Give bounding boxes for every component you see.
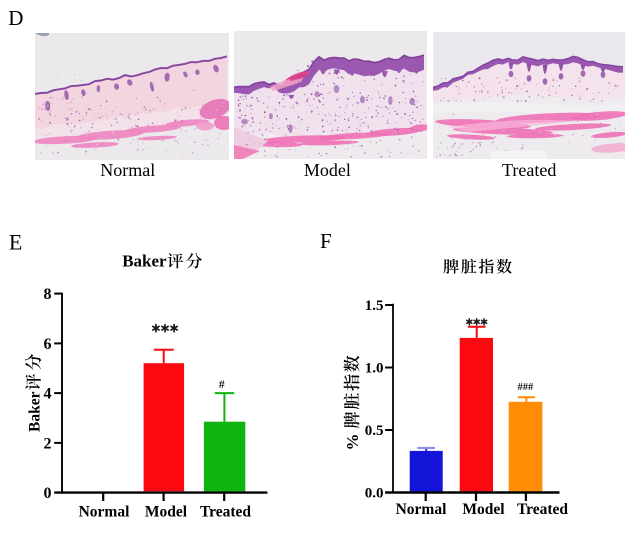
svg-text:D: D [8,6,23,30]
svg-text:Model: Model [145,504,188,521]
svg-text:#: # [219,379,225,391]
svg-text:0: 0 [44,485,52,502]
svg-text:0.0: 0.0 [365,485,384,501]
svg-text:Normal: Normal [100,160,155,180]
svg-text:Model: Model [304,160,351,180]
svg-text:6: 6 [44,336,52,353]
svg-text:0.5: 0.5 [365,423,384,439]
svg-text:2: 2 [44,436,52,453]
svg-text:Treated: Treated [502,160,556,180]
svg-text:4: 4 [44,386,52,403]
svg-text:Normal: Normal [396,501,447,518]
svg-text:Treated: Treated [200,504,251,521]
svg-text:8: 8 [44,286,52,303]
svg-text:%: % [343,434,362,451]
svg-text:F: F [320,229,332,253]
svg-text:Model: Model [462,501,505,518]
svg-text:E: E [9,229,22,254]
svg-text:Normal: Normal [79,504,130,521]
svg-text:###: ### [518,382,535,393]
svg-text:Baker: Baker [27,391,44,432]
svg-text:Treated: Treated [517,501,568,518]
svg-text:Baker: Baker [122,252,167,271]
svg-text:1.0: 1.0 [365,360,384,376]
svg-text:1.5: 1.5 [365,298,384,314]
